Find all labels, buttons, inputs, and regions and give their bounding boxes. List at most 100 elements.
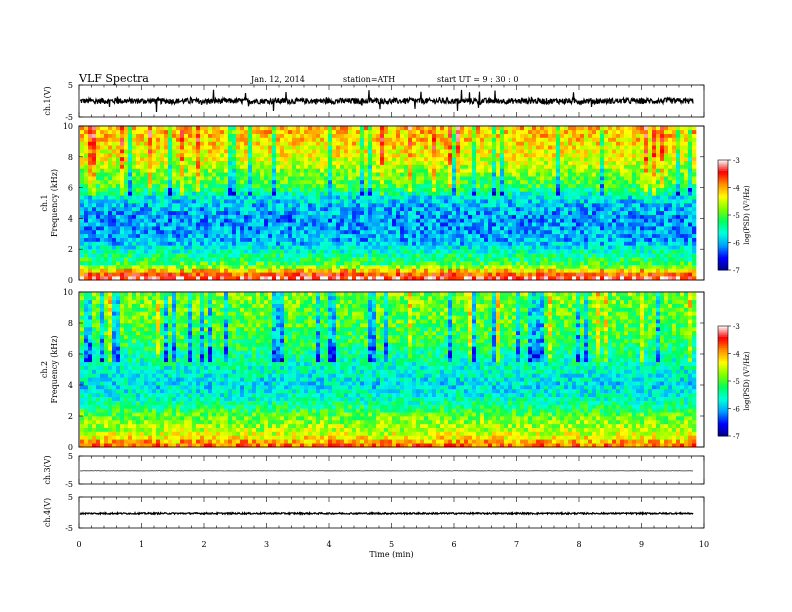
spectrogram-cell xyxy=(484,183,489,188)
spectrogram-cell xyxy=(324,164,329,169)
spectrogram-cell xyxy=(496,245,501,250)
spectrogram-cell xyxy=(292,260,297,265)
spectrogram-cell xyxy=(472,268,477,273)
spectrogram-cell xyxy=(288,272,293,277)
spectrogram-cell xyxy=(484,203,489,208)
spectrogram-cell xyxy=(396,137,401,142)
spectrogram-cell xyxy=(248,256,253,262)
spectrogram-cell xyxy=(160,276,165,281)
spectrogram-cell xyxy=(232,226,237,231)
spectrogram-cell xyxy=(288,276,293,281)
spectrogram-cell xyxy=(204,233,209,238)
spectrogram-cell xyxy=(396,268,401,273)
spectrogram-cell xyxy=(292,206,297,211)
spectrogram-cell xyxy=(144,256,149,262)
spectrogram-cell xyxy=(328,126,333,131)
spectrogram-cell xyxy=(148,206,153,211)
spectrogram-cell xyxy=(260,268,265,273)
spectrogram-cell xyxy=(388,191,393,196)
spectrogram-cell xyxy=(356,176,361,181)
spectrogram-cell xyxy=(160,206,165,211)
spectrogram-cell xyxy=(144,176,149,181)
spectrogram-cell xyxy=(256,229,261,235)
spectrogram-cell xyxy=(264,210,269,215)
spectrogram-cell xyxy=(88,137,93,142)
spectrogram-cell xyxy=(408,222,413,227)
spectrogram-cell xyxy=(156,237,161,242)
spectrogram-cell xyxy=(180,260,185,265)
spectrogram-cell xyxy=(152,229,157,235)
spectrogram-cell xyxy=(492,272,497,277)
spectrogram-cell xyxy=(404,214,409,219)
spectrogram-cell xyxy=(500,179,505,185)
spectrogram-cell xyxy=(156,206,161,211)
spectrogram-cell xyxy=(160,199,165,204)
spectrogram-cell xyxy=(268,137,273,142)
spectrogram-cell xyxy=(184,129,189,134)
spectrogram-cell xyxy=(376,137,381,142)
spectrogram-cell xyxy=(324,260,329,265)
spectrogram-cell xyxy=(364,152,369,158)
spectrogram-cell xyxy=(228,233,233,238)
spectrogram-cell xyxy=(488,218,493,223)
spectrogram-cell xyxy=(484,206,489,211)
spectrogram-cell xyxy=(256,210,261,215)
spectrogram-cell xyxy=(252,141,257,146)
spectrogram-cell xyxy=(272,268,277,273)
spectrogram-cell xyxy=(132,229,137,235)
spectrogram-cell xyxy=(128,187,133,192)
spectrogram-cell xyxy=(180,191,185,196)
spectrogram-cell xyxy=(440,272,445,277)
spectrogram-cell xyxy=(300,168,305,173)
spectrogram-cell xyxy=(500,156,505,161)
spectrogram-cell xyxy=(164,203,169,208)
spectrogram-cell xyxy=(380,149,385,154)
spectrogram-cell xyxy=(380,222,385,227)
spectrogram-cell xyxy=(208,206,213,211)
spectrogram-cell xyxy=(504,141,509,146)
spectrogram-cell xyxy=(328,164,333,169)
spectrogram-cell xyxy=(484,191,489,196)
spectrogram-cell xyxy=(292,226,297,231)
spectrogram-cell xyxy=(364,168,369,173)
spectrogram-cell xyxy=(472,218,477,223)
spectrogram-cell xyxy=(424,172,429,177)
spectrogram-cell xyxy=(148,172,153,177)
spectrogram-cell xyxy=(520,260,525,265)
spectrogram-cell xyxy=(432,226,437,231)
spectrogram-cell xyxy=(376,214,381,219)
spectrogram-cell xyxy=(248,187,253,192)
spectrogram-cell xyxy=(132,168,137,173)
spectrogram-cell xyxy=(288,226,293,231)
spectrogram-cell xyxy=(312,268,317,273)
spectrogram-cell xyxy=(372,226,377,231)
spectrogram-cell xyxy=(240,218,245,223)
spectrogram-cell xyxy=(120,237,125,242)
spectrogram-cell xyxy=(240,249,245,254)
spectrogram-cell xyxy=(116,168,121,173)
spectrogram-cell xyxy=(336,256,341,262)
spectrogram-cell xyxy=(396,133,401,138)
spectrogram-cell xyxy=(264,149,269,154)
x-tick-label: 10 xyxy=(699,540,709,549)
spectrogram-cell xyxy=(228,206,233,211)
spectrogram-cell xyxy=(480,164,485,169)
spectrogram-cell xyxy=(268,206,273,211)
spectrogram-cell xyxy=(228,203,233,208)
spectrogram-cell xyxy=(100,149,105,154)
spectrogram-cell xyxy=(360,191,365,196)
spectrogram-cell xyxy=(324,126,329,131)
spectrogram-cell xyxy=(208,160,213,165)
spectrogram-cell xyxy=(384,256,389,262)
spectrogram-cell xyxy=(296,241,301,246)
spectrogram-cell xyxy=(300,160,305,165)
spectrogram-cell xyxy=(268,133,273,138)
spectrogram-cell xyxy=(460,272,465,277)
spectrogram-cell xyxy=(104,218,109,223)
x-tick-label: 8 xyxy=(576,540,581,549)
spectrogram-cell xyxy=(220,164,225,169)
spectrogram-cell xyxy=(92,179,97,185)
spectrogram-cell xyxy=(300,249,305,254)
spectrogram-cell xyxy=(340,176,345,181)
spectrogram-cell xyxy=(184,272,189,277)
